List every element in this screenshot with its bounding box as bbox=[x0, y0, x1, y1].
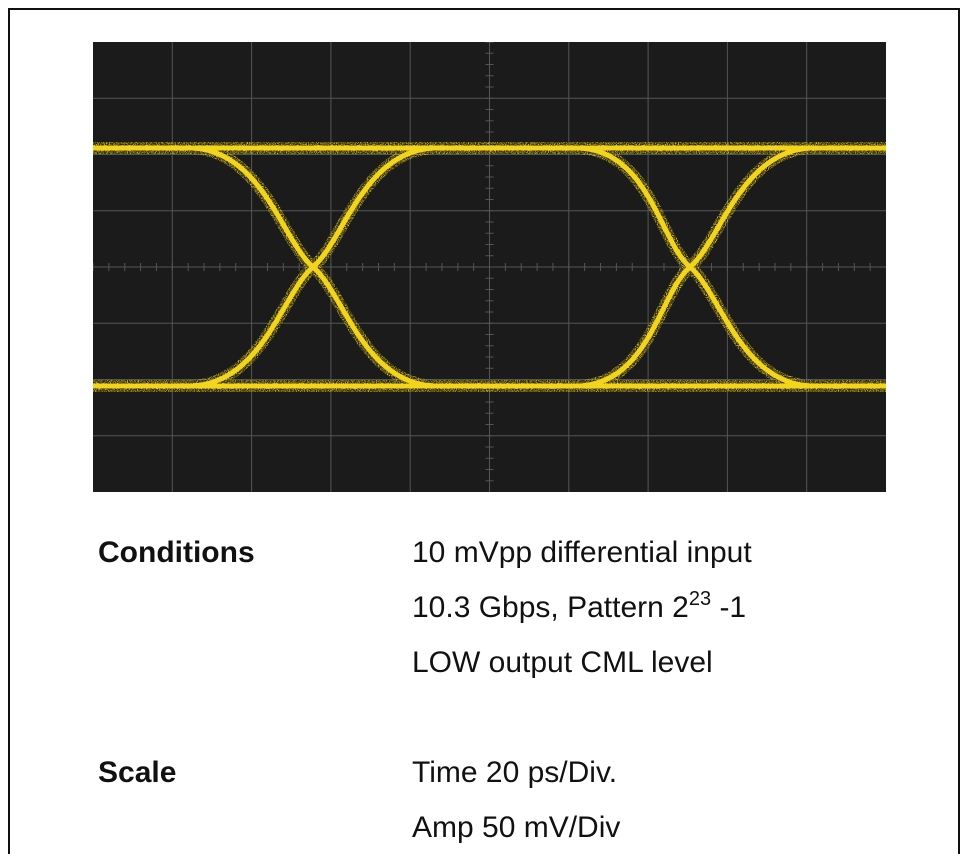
eye-diagram bbox=[93, 42, 886, 492]
text: 10 mVpp differential input bbox=[412, 536, 752, 569]
text: LOW output CML level bbox=[412, 646, 713, 679]
conditions-label: Conditions bbox=[98, 536, 255, 570]
condition-line: 10.3 Gbps, Pattern 223 -1 bbox=[412, 591, 746, 625]
condition-line: LOW output CML level bbox=[412, 646, 713, 680]
text: Time 20 ps/Div. bbox=[412, 756, 617, 789]
scale-line: Time 20 ps/Div. bbox=[412, 756, 617, 790]
condition-line: 10 mVpp differential input bbox=[412, 536, 752, 570]
scale-label: Scale bbox=[98, 756, 176, 790]
superscript: 23 bbox=[689, 588, 711, 610]
text: -1 bbox=[719, 591, 746, 624]
text: Amp 50 mV/Div bbox=[412, 811, 620, 844]
page: {"conditions": {"label": "Conditions", "… bbox=[0, 0, 971, 854]
scale-line: Amp 50 mV/Div bbox=[412, 811, 620, 845]
text: 10.3 Gbps, Pattern 2 bbox=[412, 591, 689, 624]
